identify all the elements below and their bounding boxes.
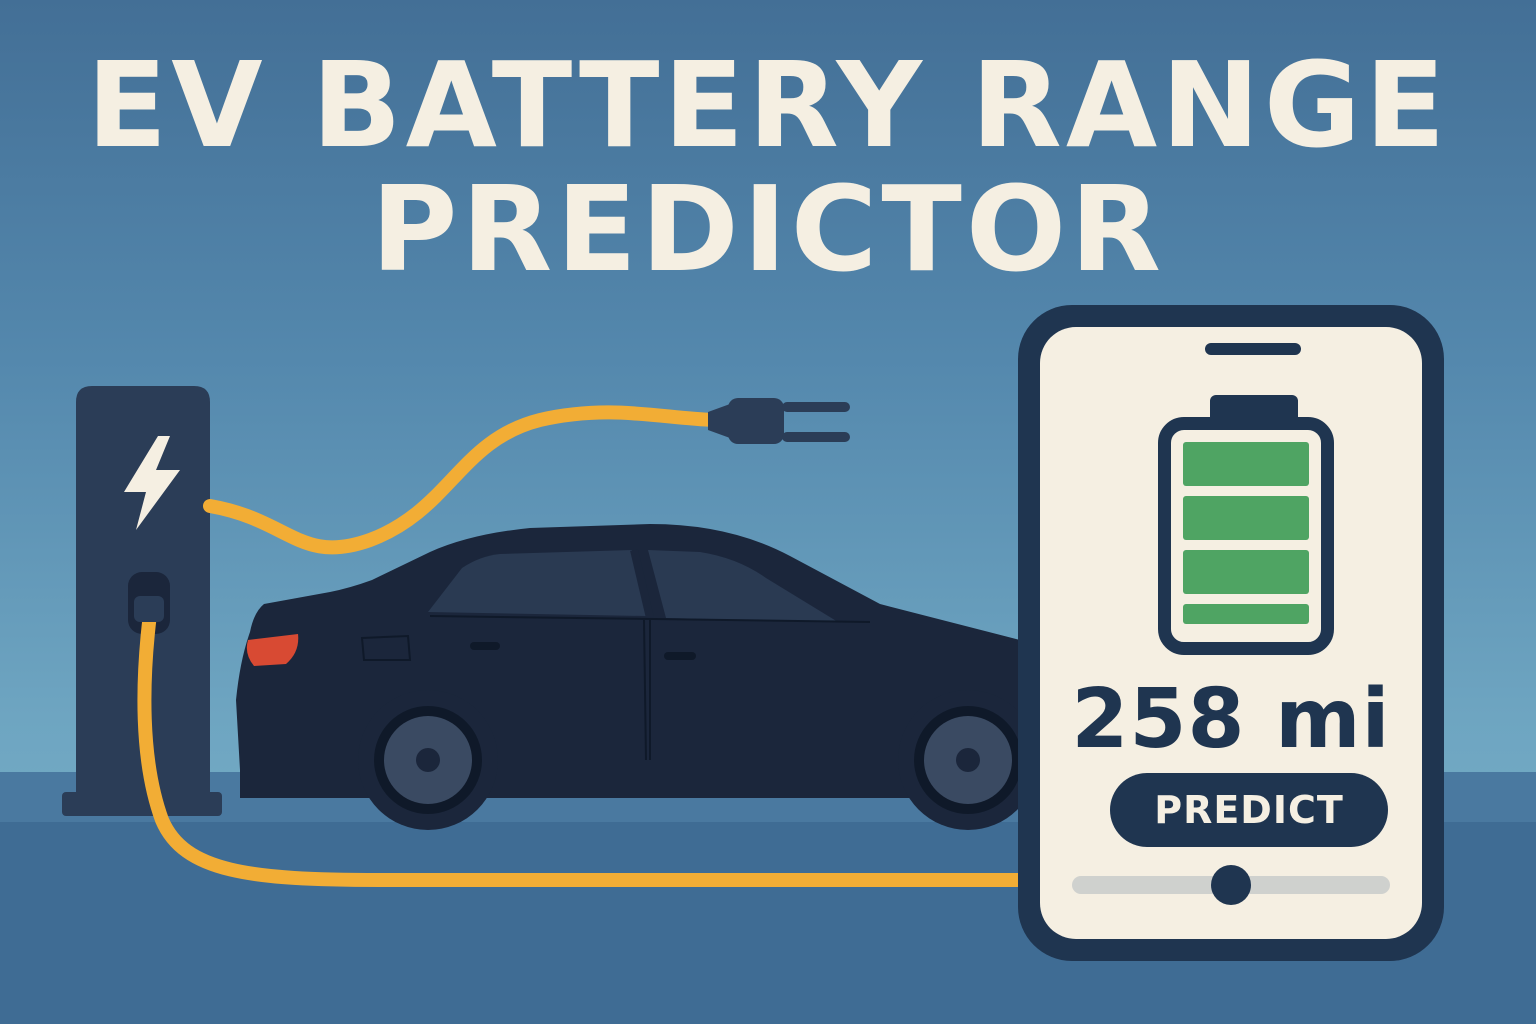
tail-light xyxy=(246,634,299,666)
slider-thumb[interactable] xyxy=(1211,865,1251,905)
battery-cell xyxy=(1183,496,1309,540)
phone-screen: 258 mi PREDICT xyxy=(1040,327,1422,939)
page-title-line-2: PREDICTOR xyxy=(370,160,1166,298)
battery-cell xyxy=(1183,550,1309,594)
phone-mockup: 258 mi PREDICT xyxy=(1018,305,1444,961)
upper-charging-cable xyxy=(203,405,721,555)
plug-icon xyxy=(708,398,850,444)
cable-connector xyxy=(134,596,164,622)
predict-button[interactable]: PREDICT xyxy=(1110,773,1388,847)
lower-charging-cable xyxy=(137,607,1035,887)
battery-terminal xyxy=(1210,395,1298,421)
battery-icon xyxy=(1158,417,1334,655)
lightning-bolt-icon xyxy=(124,436,180,530)
front-window xyxy=(648,550,838,622)
electric-car xyxy=(236,524,1038,830)
phone-notch xyxy=(1205,343,1301,355)
page-title-line-1: EV BATTERY RANGE xyxy=(86,36,1450,174)
battery-cell xyxy=(1183,442,1309,486)
charging-station xyxy=(62,386,222,816)
rear-window xyxy=(428,550,646,616)
range-value: 258 mi xyxy=(1071,672,1391,767)
battery-cell xyxy=(1183,604,1309,624)
